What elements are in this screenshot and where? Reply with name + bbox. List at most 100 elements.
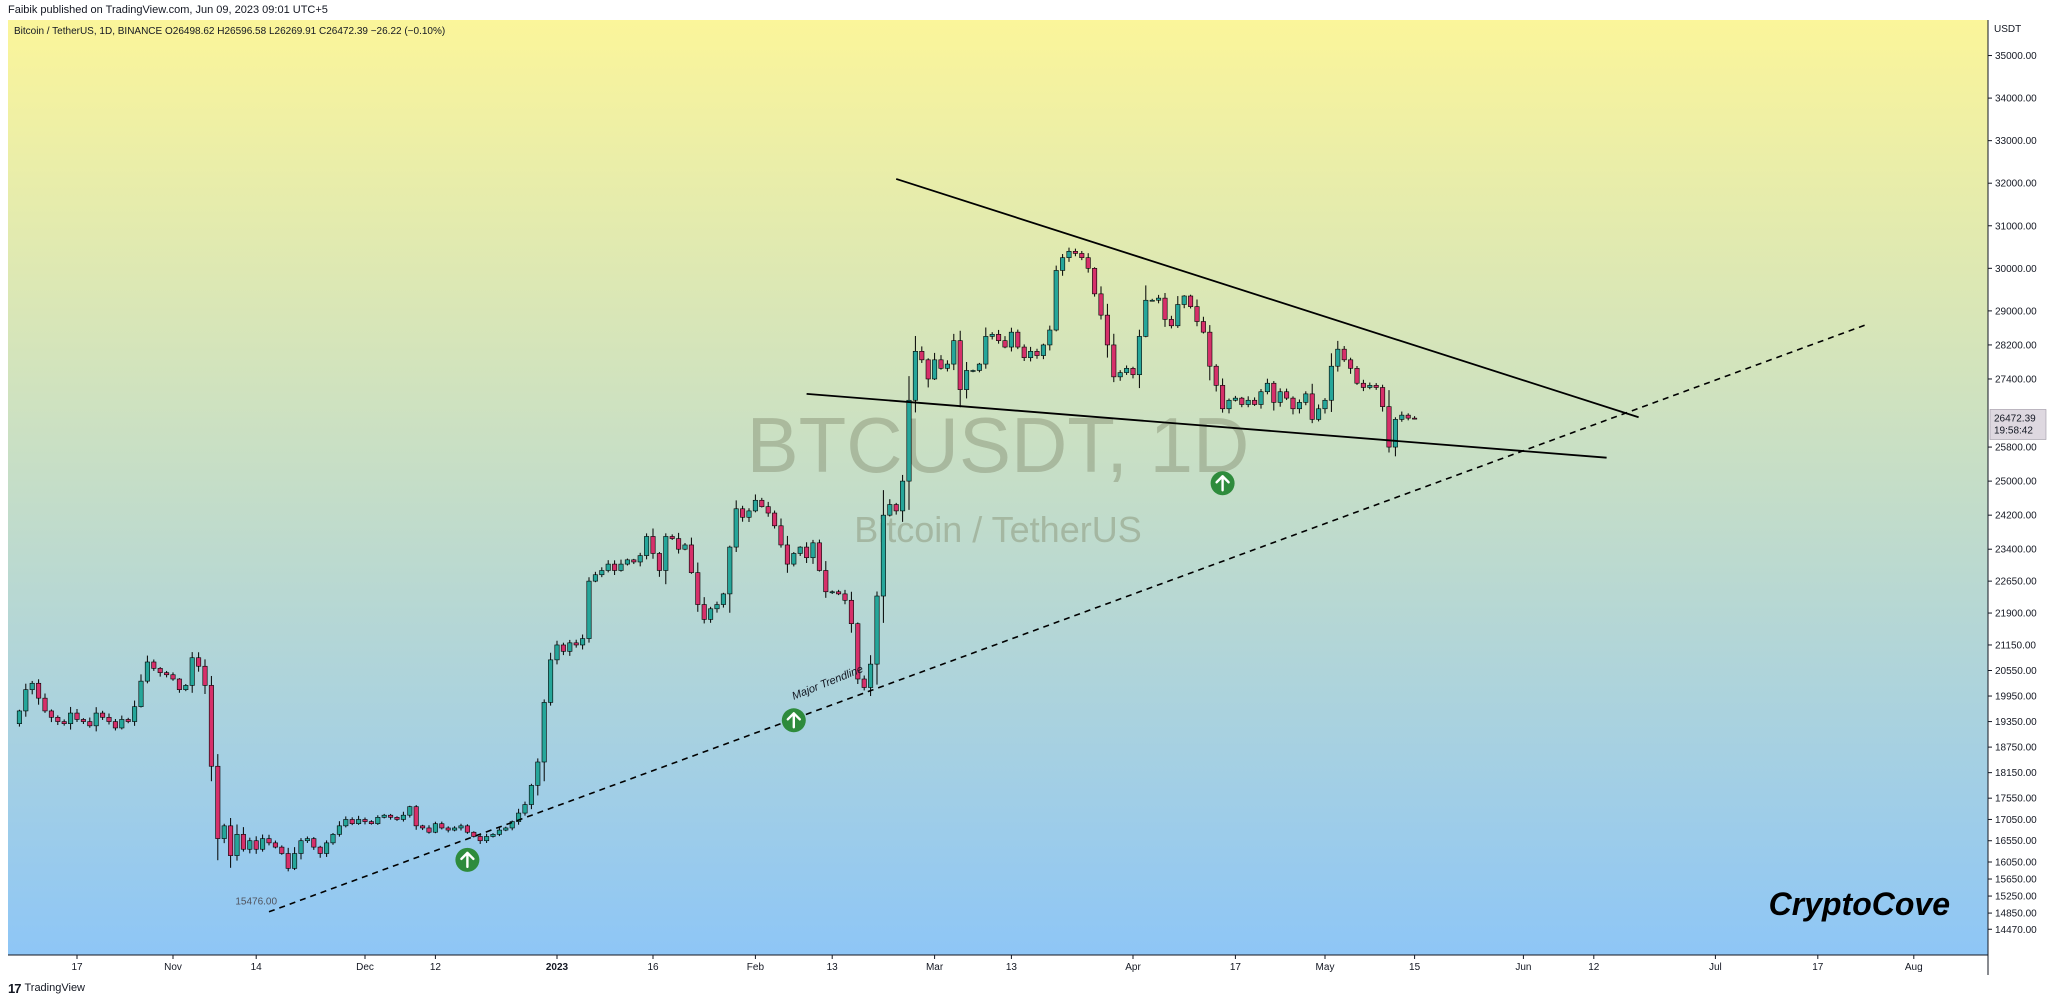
candle-body (1111, 344, 1117, 378)
publish-info: Faibik published on TradingView.com, Jun… (8, 4, 328, 16)
candle-body (144, 661, 150, 682)
candle-body (1309, 393, 1315, 420)
bear-candle (1200, 316, 1206, 334)
candle-body (880, 514, 886, 597)
bear-candle (1079, 250, 1085, 261)
tradingview-logo-icon: 17 (8, 980, 22, 996)
candle-body (304, 838, 310, 842)
bear-candle (464, 824, 470, 834)
bull-candle (516, 808, 522, 825)
candle-body (989, 333, 995, 337)
bear-candle (170, 672, 176, 681)
candle-body (842, 593, 848, 601)
candle-body (1348, 359, 1354, 369)
candle-body (477, 836, 483, 842)
bear-candle (650, 528, 656, 559)
bear-candle (938, 355, 944, 370)
candle-body (1092, 268, 1098, 295)
price-label-value: 26472.39 (1994, 413, 2036, 424)
bear-candle (996, 329, 1002, 344)
bear-candle (1021, 344, 1027, 362)
bear-candle (560, 642, 566, 656)
candle-body (1335, 348, 1341, 367)
candle-body (247, 840, 253, 850)
bull-candle (260, 834, 266, 852)
y-tick-label: 24200.00 (1995, 511, 2037, 522)
bull-candle (138, 674, 144, 708)
candle-body (1207, 331, 1213, 367)
bear-candle (1188, 294, 1194, 309)
candle-body (407, 806, 413, 816)
candle-body (368, 821, 374, 825)
y-axis-unit: USDT (1994, 24, 2021, 35)
candle-body (1008, 331, 1014, 348)
bear-candle (701, 597, 707, 624)
candle-body (1098, 293, 1104, 316)
chart[interactable]: Bitcoin / TetherUS, 1D, BINANCE O26498.6… (8, 20, 2048, 975)
x-tick-label: Feb (747, 962, 765, 973)
bear-candle (157, 667, 163, 677)
candle-body (1412, 417, 1418, 420)
candle-body (1200, 321, 1206, 333)
bull-candle (234, 824, 240, 861)
candle-body (1373, 385, 1379, 388)
bull-candle (932, 352, 938, 380)
chart-svg[interactable]: Bitcoin / TetherUS, 1D, BINANCE O26498.6… (8, 20, 2048, 975)
bull-candle (1181, 295, 1187, 309)
candle-body (752, 499, 758, 512)
y-tick-label: 21900.00 (1995, 609, 2037, 620)
bull-candle (605, 560, 611, 573)
bear-candle (285, 847, 291, 872)
bull-candle (1245, 396, 1251, 408)
candle-body (1220, 385, 1226, 410)
bull-candle (1367, 382, 1373, 390)
bull-candle (599, 567, 605, 578)
candle-body (106, 717, 112, 722)
candle-body (388, 814, 394, 818)
bear-candle (394, 816, 400, 821)
candle-body (452, 827, 458, 831)
candle-body (221, 825, 227, 839)
bull-candle (381, 813, 387, 819)
bear-candle (445, 826, 451, 833)
candle-body (234, 834, 240, 856)
candle-body (496, 829, 502, 835)
candle-body (1232, 397, 1238, 401)
y-tick-label: 28200.00 (1995, 340, 2037, 351)
candle-body (228, 825, 234, 856)
bear-candle (420, 824, 426, 831)
candle-body (548, 659, 554, 703)
bear-candle (804, 542, 810, 563)
bull-candle (970, 369, 976, 373)
bull-candle (132, 700, 138, 726)
candle-body (48, 710, 54, 718)
bull-candle (1322, 398, 1328, 414)
candle-body (151, 661, 157, 669)
candle-body (573, 642, 579, 646)
y-tick-label: 16550.00 (1995, 836, 2037, 847)
bull-candle (324, 840, 330, 857)
candle-body (733, 508, 739, 548)
bull-candle (356, 815, 362, 825)
bear-candle (1239, 396, 1245, 408)
y-tick-label: 35000.00 (1995, 51, 2037, 62)
candle-body (522, 804, 528, 814)
candle-body (919, 351, 925, 361)
candle-body (656, 553, 662, 571)
bull-candle (1136, 329, 1142, 389)
candle-body (906, 399, 912, 482)
candle-body (445, 827, 451, 831)
candle-body (1066, 251, 1072, 258)
x-tick-label: 13 (1006, 962, 1018, 973)
arrow-up-icon (455, 847, 480, 872)
bear-candle (426, 825, 432, 834)
candle-body (804, 546, 810, 559)
candle-body (784, 544, 790, 565)
y-tick-label: 18150.00 (1995, 768, 2037, 779)
bull-candle (1047, 325, 1053, 351)
bear-candle (1341, 346, 1347, 362)
major-trendline (268, 322, 1870, 913)
bear-candle (893, 502, 899, 515)
x-tick-label: 16 (647, 962, 659, 973)
bear-candle (740, 505, 746, 522)
